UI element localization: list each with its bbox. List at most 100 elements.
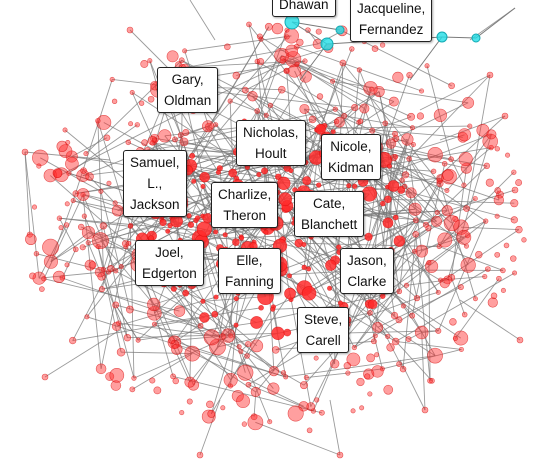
node[interactable]: [284, 34, 290, 40]
node[interactable]: [330, 129, 336, 135]
node[interactable]: [430, 168, 437, 174]
node[interactable]: [228, 168, 238, 178]
node[interactable]: [201, 120, 214, 133]
highlighted-node[interactable]: [284, 14, 300, 30]
node[interactable]: [247, 90, 258, 102]
node[interactable]: [107, 265, 115, 273]
node[interactable]: [207, 409, 216, 418]
node[interactable]: [113, 268, 119, 274]
node[interactable]: [367, 299, 378, 310]
node[interactable]: [42, 238, 59, 256]
node[interactable]: [286, 273, 292, 279]
node[interactable]: [77, 223, 85, 231]
node[interactable]: [127, 223, 133, 229]
node-label-charlize-theron[interactable]: Charlize, Theron: [211, 182, 279, 228]
node[interactable]: [280, 370, 287, 376]
node[interactable]: [92, 232, 109, 250]
node[interactable]: [457, 132, 469, 143]
node[interactable]: [32, 149, 49, 167]
node[interactable]: [179, 137, 189, 147]
node[interactable]: [173, 305, 186, 317]
node[interactable]: [337, 300, 343, 306]
node[interactable]: [213, 229, 219, 235]
node[interactable]: [256, 172, 262, 178]
node-label-elle-fanning[interactable]: Elle, Fanning: [218, 248, 281, 294]
node[interactable]: [254, 108, 261, 114]
node[interactable]: [56, 215, 63, 221]
node[interactable]: [350, 408, 356, 414]
node[interactable]: [187, 379, 200, 391]
node[interactable]: [69, 336, 77, 345]
node[interactable]: [349, 46, 355, 52]
node[interactable]: [112, 301, 120, 309]
node[interactable]: [424, 63, 430, 69]
node[interactable]: [515, 179, 523, 187]
node[interactable]: [505, 152, 511, 158]
node[interactable]: [427, 377, 433, 384]
node[interactable]: [396, 361, 402, 367]
node[interactable]: [351, 344, 357, 351]
node[interactable]: [250, 316, 263, 329]
node[interactable]: [271, 346, 280, 354]
node[interactable]: [406, 71, 413, 79]
node[interactable]: [346, 183, 352, 189]
node[interactable]: [224, 43, 231, 51]
node[interactable]: [410, 142, 416, 148]
highlighted-node[interactable]: [335, 25, 345, 35]
node[interactable]: [70, 198, 76, 204]
node[interactable]: [223, 373, 238, 388]
node[interactable]: [299, 381, 308, 390]
node[interactable]: [402, 171, 410, 179]
node[interactable]: [441, 160, 448, 167]
node[interactable]: [64, 201, 70, 207]
node[interactable]: [401, 183, 408, 190]
node[interactable]: [372, 333, 378, 339]
node[interactable]: [227, 383, 233, 389]
node[interactable]: [247, 414, 264, 431]
node[interactable]: [99, 222, 107, 230]
node[interactable]: [383, 384, 394, 395]
node[interactable]: [462, 96, 475, 109]
node[interactable]: [371, 45, 379, 52]
node[interactable]: [258, 305, 264, 311]
node[interactable]: [283, 68, 289, 74]
node[interactable]: [25, 233, 37, 246]
node[interactable]: [382, 120, 389, 127]
node[interactable]: [329, 359, 340, 369]
node[interactable]: [385, 333, 391, 340]
node[interactable]: [356, 377, 365, 387]
node[interactable]: [418, 88, 425, 94]
node[interactable]: [116, 347, 126, 357]
node[interactable]: [81, 213, 87, 219]
node[interactable]: [222, 232, 228, 238]
node[interactable]: [426, 260, 432, 266]
node[interactable]: [448, 82, 455, 90]
node[interactable]: [392, 130, 398, 137]
node[interactable]: [206, 400, 214, 409]
node[interactable]: [332, 106, 338, 112]
node[interactable]: [299, 103, 310, 114]
node[interactable]: [246, 21, 252, 28]
node[interactable]: [140, 59, 149, 68]
node[interactable]: [458, 152, 473, 167]
node[interactable]: [285, 51, 302, 68]
node[interactable]: [386, 343, 395, 352]
node[interactable]: [118, 264, 124, 270]
node[interactable]: [97, 272, 106, 281]
node[interactable]: [95, 363, 107, 375]
node[interactable]: [341, 112, 348, 119]
node[interactable]: [52, 168, 63, 179]
node[interactable]: [390, 311, 399, 320]
node[interactable]: [209, 338, 226, 356]
node[interactable]: [316, 93, 324, 100]
node[interactable]: [241, 421, 248, 427]
node[interactable]: [372, 321, 384, 333]
node[interactable]: [493, 194, 505, 206]
node[interactable]: [361, 186, 378, 202]
node[interactable]: [511, 169, 517, 175]
node[interactable]: [327, 285, 333, 291]
node[interactable]: [245, 381, 252, 388]
node[interactable]: [494, 213, 500, 219]
node[interactable]: [408, 202, 422, 216]
node[interactable]: [184, 345, 201, 362]
